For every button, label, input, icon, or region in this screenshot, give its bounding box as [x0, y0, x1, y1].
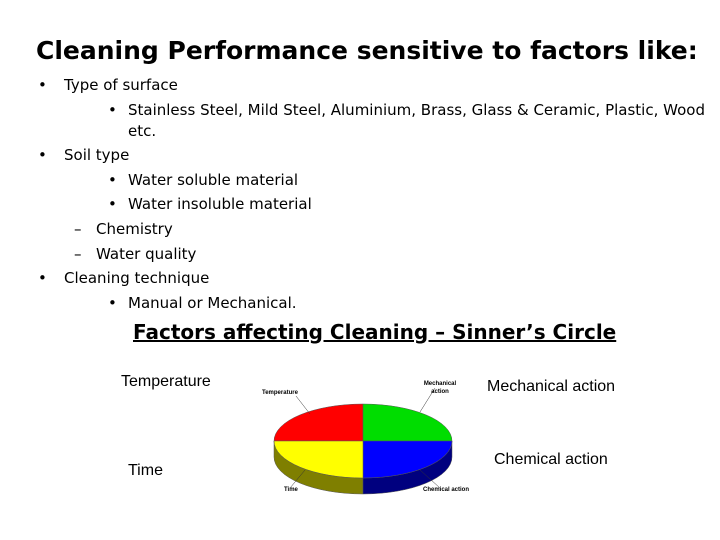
- label-chemical-action: Chemical action: [494, 451, 608, 468]
- bullet-marker: •: [38, 269, 47, 287]
- bullet-surface-materials-cont: etc.: [128, 122, 157, 140]
- bullet-marker: •: [108, 101, 117, 119]
- pie-label-temperature: Temperature: [262, 390, 298, 396]
- section-subtitle: Factors affecting Cleaning – Sinner’s Ci…: [133, 320, 617, 344]
- pie-slice-time: [273, 440, 364, 479]
- slide-title: Cleaning Performance sensitive to factor…: [36, 36, 698, 65]
- bullet-marker: •: [38, 146, 47, 164]
- bullet-manual-mechanical: Manual or Mechanical.: [128, 294, 297, 312]
- bullet-marker: •: [108, 171, 117, 189]
- pie-slice-temperature: [273, 403, 364, 442]
- pie-slice-mechanical: [362, 403, 453, 442]
- dash-marker: –: [74, 220, 82, 238]
- pie-label-time: Time: [284, 487, 298, 493]
- dash-marker: –: [74, 245, 82, 263]
- pie-slice-chemical: [362, 440, 453, 479]
- bullet-surface-materials: Stainless Steel, Mild Steel, Aluminium, …: [128, 101, 705, 119]
- label-mechanical-action: Mechanical action: [487, 378, 616, 395]
- bullet-soil-type: Soil type: [64, 146, 130, 164]
- bullet-marker: •: [108, 195, 117, 213]
- pie-label-chemical-action: Chemical action: [423, 487, 470, 493]
- bullet-water-quality: Water quality: [96, 245, 197, 263]
- bullet-chemistry: Chemistry: [96, 220, 173, 238]
- bullet-type-of-surface: Type of surface: [64, 76, 178, 94]
- bullet-water-soluble: Water soluble material: [128, 171, 299, 189]
- bullet-marker: •: [38, 76, 47, 94]
- label-temperature: Temperature: [121, 373, 211, 390]
- bullet-cleaning-technique: Cleaning technique: [64, 269, 210, 287]
- bullet-marker: •: [108, 294, 117, 312]
- label-time: Time: [128, 462, 163, 479]
- bullet-water-insoluble: Water insoluble material: [128, 195, 312, 213]
- pie-label-mechanical-action: Mechanical action: [423, 381, 457, 395]
